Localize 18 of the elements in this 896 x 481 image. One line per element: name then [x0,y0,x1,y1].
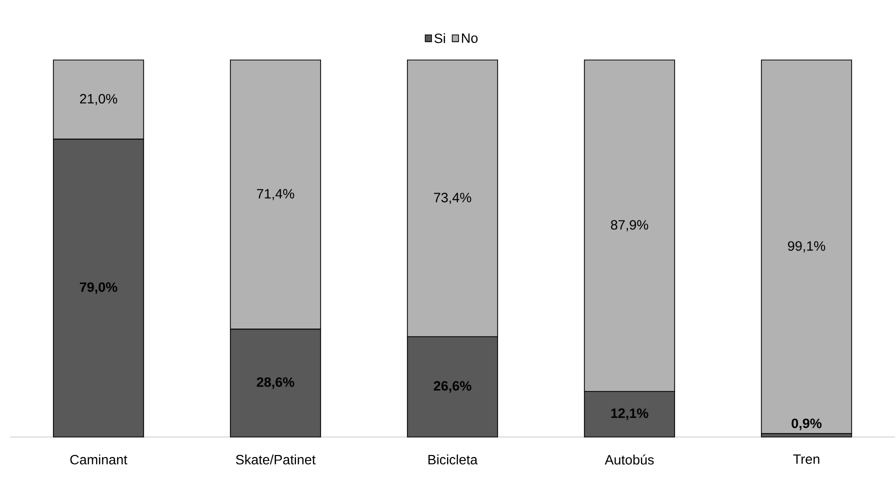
legend-label: No [462,33,478,43]
x-tick-label: Tren [793,454,820,464]
data-label: 26,6% [434,381,472,393]
x-tick-label: Bicicleta [428,454,478,464]
data-label: 0,9% [792,418,822,430]
data-label: 99,1% [788,241,826,252]
bar [760,60,852,434]
x-tick-label: Autobús [604,454,654,465]
data-label: 21,0% [80,94,118,106]
x-tick-label: Skate/Patinet [236,454,316,464]
legend-label: Si [434,33,445,44]
data-label: 71,4% [257,189,294,200]
data-label: 12,1% [611,408,648,420]
x-tick-label: Caminant [70,454,128,464]
data-label: 73,4% [434,192,472,204]
data-label: 79,0% [80,282,118,294]
data-label: 87,9% [610,220,648,232]
data-label: 28,6% [256,377,294,389]
